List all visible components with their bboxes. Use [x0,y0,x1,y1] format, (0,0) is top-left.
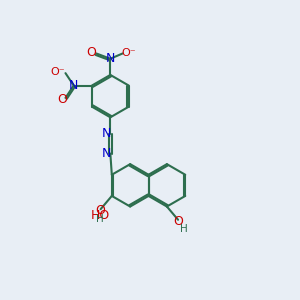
Text: HO: HO [90,209,110,222]
Text: O: O [57,93,67,106]
Text: H: H [179,224,187,234]
Text: O: O [95,204,105,217]
Text: N: N [69,79,78,92]
Text: N: N [106,52,115,65]
Text: O⁻: O⁻ [122,47,136,58]
Text: O⁻: O⁻ [51,67,65,77]
Text: N: N [101,127,111,140]
Text: N: N [101,147,111,160]
Text: O: O [174,215,184,228]
Text: H: H [96,214,104,224]
Text: O: O [87,46,96,59]
